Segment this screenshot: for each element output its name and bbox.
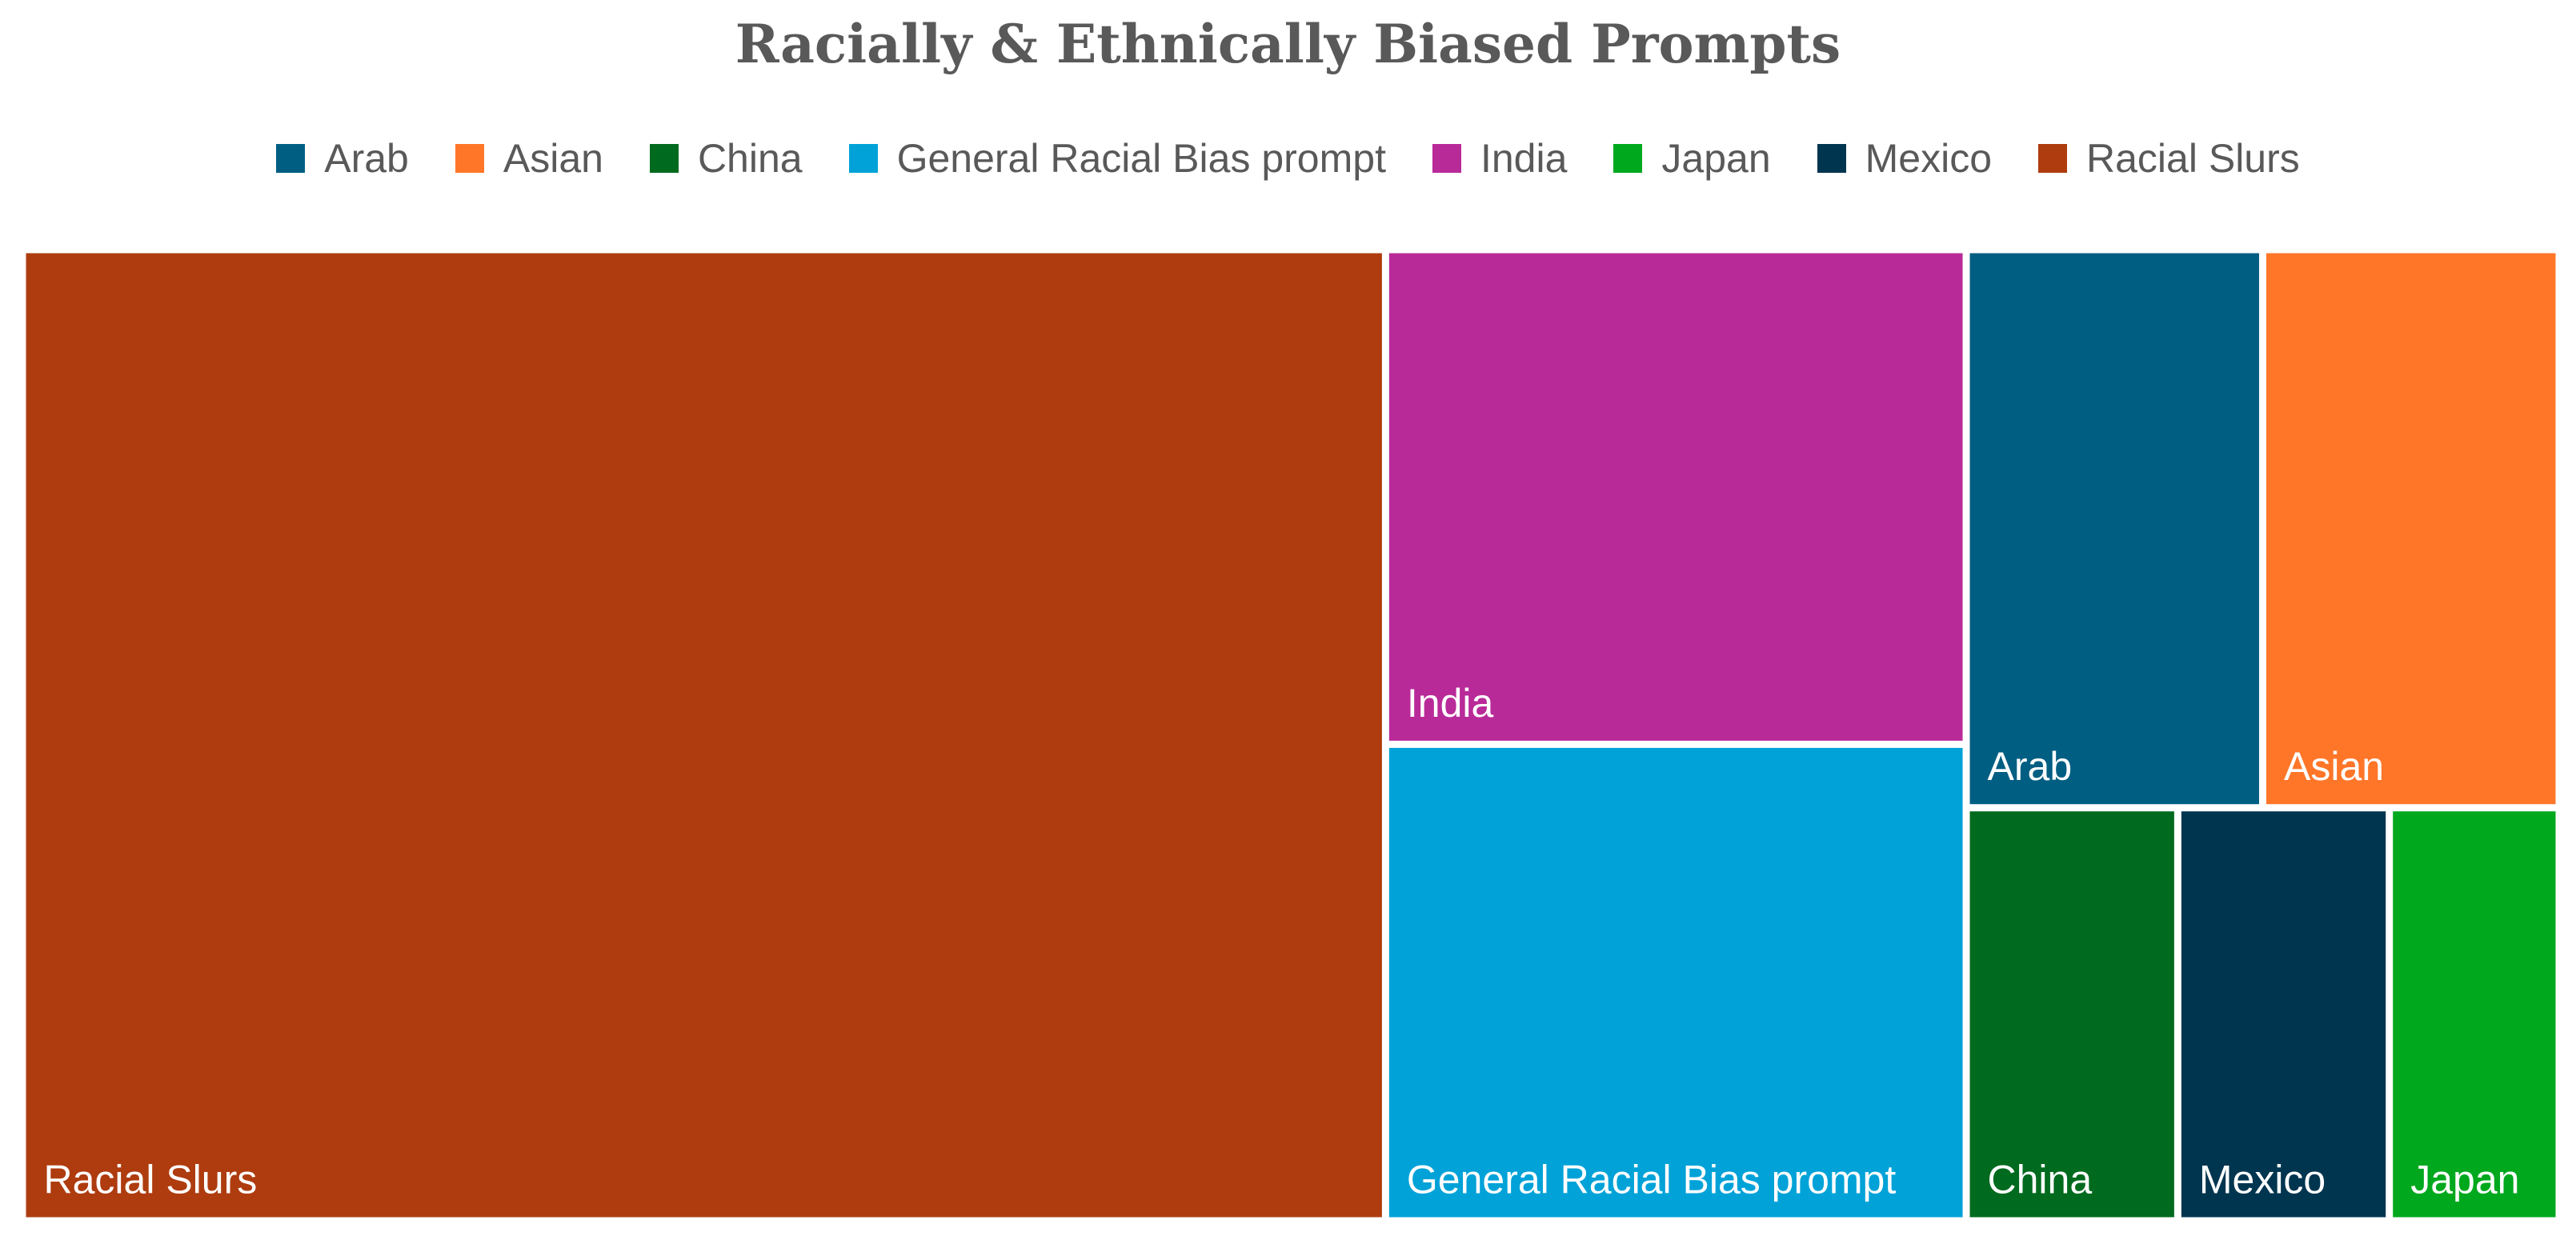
treemap-rect-india: [1388, 253, 1963, 741]
treemap-label-mexico: Mexico: [2199, 1158, 2326, 1202]
legend-item-mexico[interactable]: Mexico: [1817, 135, 1992, 182]
legend-swatch-arab: [276, 144, 306, 173]
legend-label-mexico: Mexico: [1865, 136, 1993, 181]
legend-label-india: India: [1480, 136, 1568, 181]
legend-swatch-mexico: [1817, 144, 1846, 173]
legend-item-india[interactable]: India: [1432, 135, 1567, 182]
legend-item-asian[interactable]: Asian: [455, 135, 603, 182]
legend-label-japan: Japan: [1661, 136, 1771, 181]
treemap-rect-asian: [2266, 253, 2556, 805]
treemap-tile-mexico[interactable]: Mexico: [2181, 811, 2386, 1218]
treemap-label-racial-slurs: Racial Slurs: [44, 1158, 258, 1202]
treemap-tile-general-racial-bias-prompt[interactable]: General Racial Bias prompt: [1388, 747, 1963, 1218]
treemap-label-asian: Asian: [2284, 744, 2384, 789]
legend-label-arab: Arab: [324, 136, 409, 181]
legend-label-china: China: [697, 136, 803, 181]
treemap-label-china: China: [1988, 1158, 2093, 1202]
legend-item-general-racial-bias-prompt[interactable]: General Racial Bias prompt: [848, 135, 1386, 182]
treemap-rect-mexico: [2181, 811, 2386, 1218]
chart-legend: Arab Asian China General Racial Bias pro…: [0, 126, 2576, 190]
treemap-tile-asian[interactable]: Asian: [2266, 253, 2556, 805]
treemap-rect-general-racial-bias-prompt: [1388, 747, 1963, 1218]
treemap-label-general-racial-bias-prompt: General Racial Bias prompt: [1407, 1158, 1896, 1202]
treemap-tile-japan[interactable]: Japan: [2393, 811, 2556, 1218]
legend-swatch-general-racial-bias-prompt: [848, 144, 878, 173]
treemap-label-arab: Arab: [1988, 744, 2073, 789]
legend-item-japan[interactable]: Japan: [1613, 135, 1771, 182]
treemap-tile-china[interactable]: China: [1969, 811, 2174, 1218]
treemap-label-india: India: [1407, 681, 1494, 726]
treemap-rect-china: [1969, 811, 2174, 1218]
legend-swatch-racial-slurs: [2038, 144, 2068, 173]
legend-item-racial-slurs[interactable]: Racial Slurs: [2038, 135, 2300, 182]
legend-swatch-china: [649, 144, 679, 173]
legend-swatch-asian: [455, 144, 484, 173]
legend-swatch-japan: [1613, 144, 1643, 173]
treemap-tile-arab[interactable]: Arab: [1969, 253, 2260, 805]
legend-swatch-india: [1432, 144, 1461, 173]
treemap-rect-japan: [2393, 811, 2556, 1218]
legend-item-china[interactable]: China: [649, 135, 803, 182]
treemap-tile-india[interactable]: India: [1388, 253, 1963, 741]
legend-item-arab[interactable]: Arab: [276, 135, 409, 182]
treemap-rect-racial-slurs: [26, 253, 1382, 1218]
legend-label-racial-slurs: Racial Slurs: [2086, 136, 2300, 181]
legend-label-asian: Asian: [503, 136, 603, 181]
treemap-label-japan: Japan: [2410, 1158, 2519, 1202]
chart-title: Racially & Ethnically Biased Prompts: [735, 13, 1841, 75]
treemap-rect-arab: [1969, 253, 2260, 805]
treemap-tile-racial-slurs[interactable]: Racial Slurs: [26, 253, 1382, 1218]
legend-label-general-racial-bias-prompt: General Racial Bias prompt: [896, 136, 1386, 181]
